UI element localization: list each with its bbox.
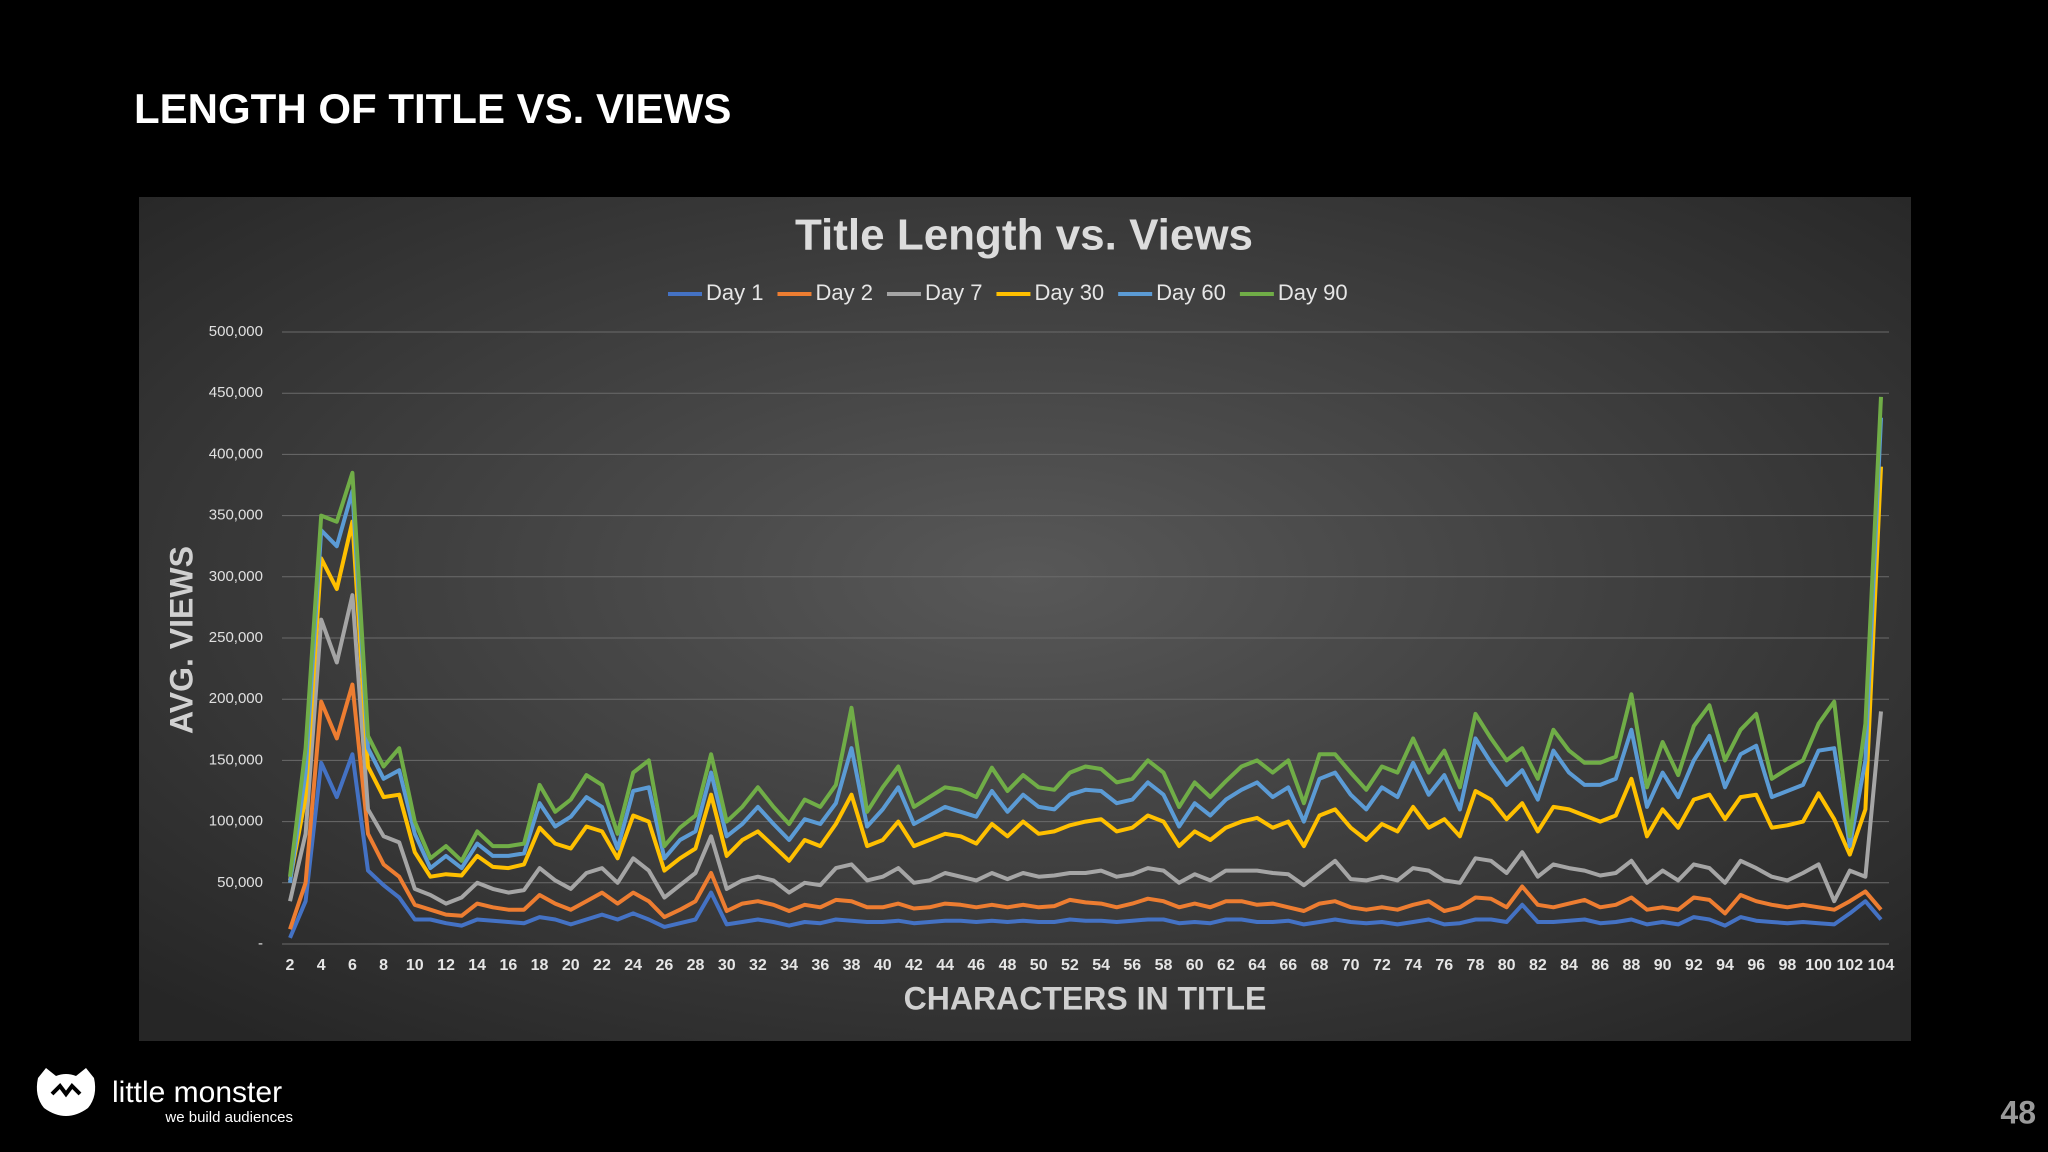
- x-tick-label: 82: [1529, 957, 1547, 974]
- series-line: [288, 396, 1883, 877]
- x-tick-label: 4: [317, 957, 326, 974]
- legend-label: Day 7: [925, 280, 982, 305]
- y-axis-title: AVG. VIEWS: [163, 546, 199, 734]
- x-axis-title: CHARACTERS IN TITLE: [904, 980, 1267, 1016]
- x-tick-label: 16: [499, 957, 517, 974]
- y-tick-label: 100,000: [209, 813, 263, 830]
- x-tick-label: 74: [1404, 957, 1422, 974]
- page-number: 48: [2000, 1094, 2036, 1130]
- y-tick-label: 450,000: [209, 384, 263, 401]
- x-tick-label: 68: [1311, 957, 1329, 974]
- x-tick-label: 84: [1560, 957, 1578, 974]
- x-tick-label: 42: [905, 957, 923, 974]
- x-tick-label: 78: [1467, 957, 1485, 974]
- y-tick-label: 50,000: [217, 874, 263, 891]
- x-tick-label: 60: [1186, 957, 1204, 974]
- brand-name: little monster: [112, 1076, 282, 1109]
- x-tick-label: 46: [967, 957, 985, 974]
- x-tick-label: 22: [593, 957, 611, 974]
- x-tick-label: 54: [1092, 957, 1110, 974]
- series-line: [288, 752, 1883, 939]
- chart-title: Title Length vs. Views: [795, 211, 1253, 260]
- logo-eyes: [50, 1082, 82, 1098]
- legend-label: Day 1: [706, 280, 763, 305]
- x-tick-label: 10: [406, 957, 424, 974]
- x-tick-label: 72: [1373, 957, 1391, 974]
- x-tick-label: 28: [687, 957, 705, 974]
- x-tick-label: 26: [655, 957, 673, 974]
- x-tick-label: 76: [1435, 957, 1453, 974]
- x-tick-label: 98: [1779, 957, 1797, 974]
- slide-title: LENGTH OF TITLE VS. VIEWS: [134, 85, 731, 132]
- x-tick-label: 66: [1279, 957, 1297, 974]
- brand-tagline: we build audiences: [164, 1109, 293, 1126]
- legend-label: Day 30: [1034, 280, 1104, 305]
- x-tick-label: 36: [811, 957, 829, 974]
- x-tick-label: 6: [348, 957, 357, 974]
- x-tick-label: 90: [1654, 957, 1672, 974]
- legend-label: Day 2: [815, 280, 872, 305]
- x-tick-label: 100: [1805, 957, 1832, 974]
- x-tick-label: 8: [379, 957, 388, 974]
- x-tick-label: 48: [999, 957, 1017, 974]
- x-tick-label: 30: [718, 957, 736, 974]
- x-tick-label: 24: [624, 957, 642, 974]
- series-line: [288, 682, 1883, 930]
- x-tick-label: 86: [1591, 957, 1609, 974]
- x-tick-label: 40: [874, 957, 892, 974]
- x-tick-label: 102: [1836, 957, 1863, 974]
- x-tick-label: 64: [1248, 957, 1266, 974]
- x-tick-label: 34: [780, 957, 798, 974]
- legend-label: Day 60: [1156, 280, 1226, 305]
- x-tick-label: 2: [286, 957, 295, 974]
- x-tick-label: 18: [531, 957, 549, 974]
- y-tick-label: 250,000: [209, 629, 263, 646]
- x-tick-label: 62: [1217, 957, 1235, 974]
- x-tick-label: 70: [1342, 957, 1360, 974]
- x-tick-label: 88: [1623, 957, 1641, 974]
- y-tick-label: -: [258, 935, 263, 952]
- y-tick-label: 300,000: [209, 568, 263, 585]
- y-tick-label: 500,000: [209, 323, 263, 340]
- series-line: [288, 593, 1883, 906]
- x-tick-label: 56: [1123, 957, 1141, 974]
- x-tick-label: 104: [1868, 957, 1895, 974]
- x-tick-label: 96: [1747, 957, 1765, 974]
- x-tick-label: 12: [437, 957, 455, 974]
- chart-panel: [139, 197, 1911, 1041]
- series-line: [288, 417, 1883, 884]
- y-tick-label: 400,000: [209, 445, 263, 462]
- x-tick-label: 14: [468, 957, 486, 974]
- x-tick-label: 44: [936, 957, 954, 974]
- x-tick-label: 52: [1061, 957, 1079, 974]
- y-tick-label: 200,000: [209, 690, 263, 707]
- x-tick-label: 94: [1716, 957, 1734, 974]
- x-tick-label: 20: [562, 957, 580, 974]
- y-tick-label: 350,000: [209, 507, 263, 524]
- logo: little monster we build audiences: [36, 1068, 293, 1126]
- x-tick-label: 50: [1030, 957, 1048, 974]
- legend-label: Day 90: [1278, 280, 1348, 305]
- y-tick-label: 150,000: [209, 751, 263, 768]
- x-tick-label: 92: [1685, 957, 1703, 974]
- x-tick-label: 80: [1498, 957, 1516, 974]
- series-line: [288, 466, 1883, 881]
- x-tick-label: 58: [1155, 957, 1173, 974]
- x-tick-label: 32: [749, 957, 767, 974]
- x-tick-label: 38: [843, 957, 861, 974]
